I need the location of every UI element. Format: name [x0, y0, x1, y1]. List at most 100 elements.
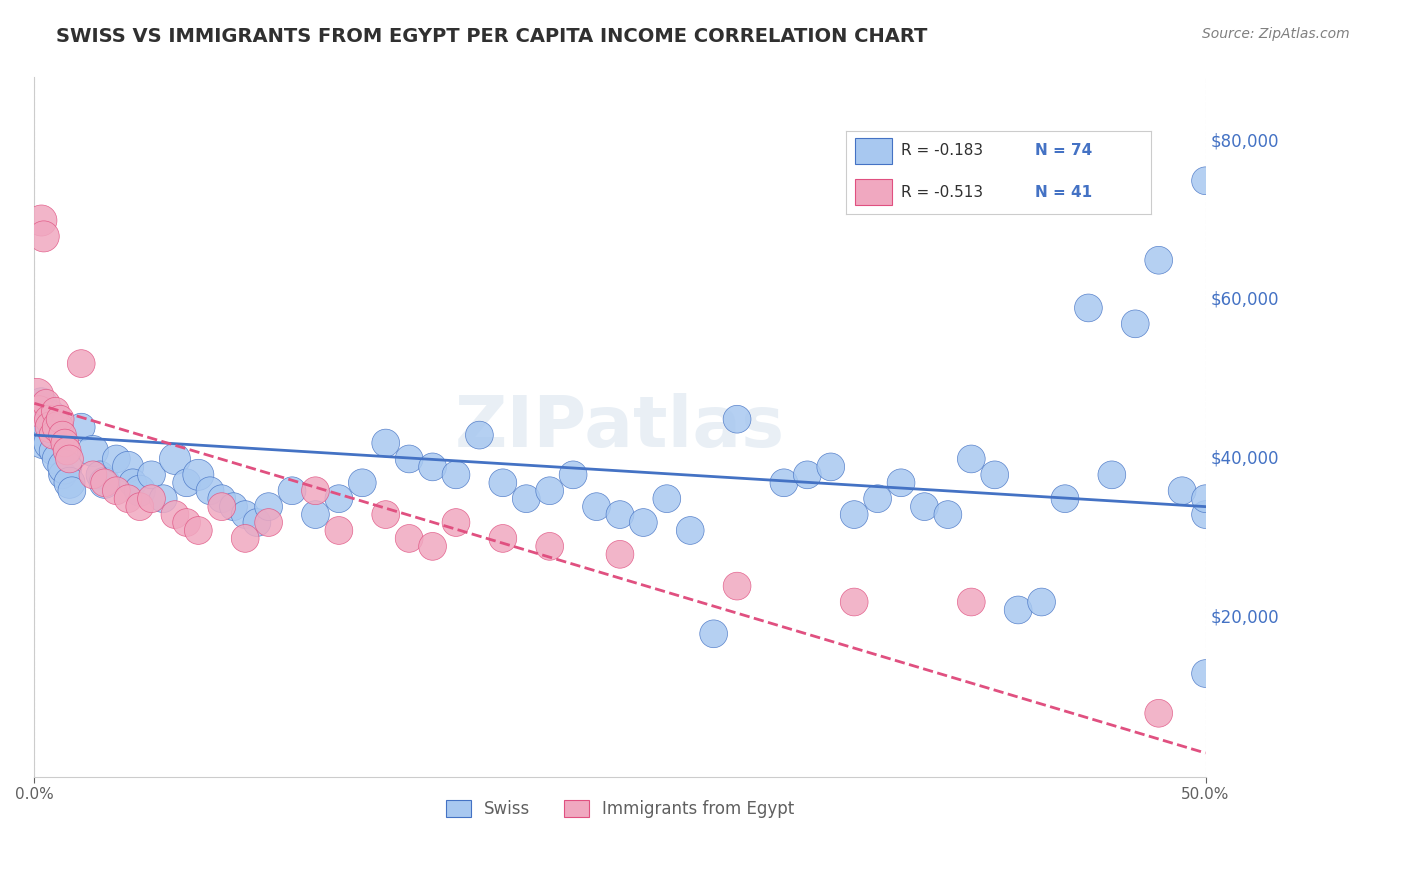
Point: [609, 547, 631, 561]
Point: [257, 500, 280, 514]
Point: [422, 459, 444, 474]
Point: [422, 540, 444, 554]
Point: [141, 491, 163, 506]
Point: [328, 524, 350, 538]
Point: [725, 579, 748, 593]
Point: [515, 491, 537, 506]
Point: [374, 436, 396, 450]
Point: [655, 491, 678, 506]
Point: [538, 483, 561, 498]
Point: [281, 483, 304, 498]
Point: [44, 404, 66, 418]
Point: [820, 459, 842, 474]
Point: [25, 404, 48, 418]
Point: [679, 524, 702, 538]
Point: [609, 508, 631, 522]
Point: [233, 508, 256, 522]
Point: [51, 467, 73, 482]
Point: [70, 357, 93, 371]
Point: [444, 516, 467, 530]
Point: [211, 500, 233, 514]
Point: [121, 475, 143, 490]
Point: [128, 483, 150, 498]
Point: [35, 396, 58, 410]
Text: $40,000: $40,000: [1211, 450, 1278, 468]
Point: [914, 500, 936, 514]
Point: [70, 420, 93, 434]
Point: [1147, 706, 1170, 721]
Point: [37, 412, 59, 426]
Point: [257, 516, 280, 530]
Point: [1194, 491, 1216, 506]
Point: [128, 500, 150, 514]
Point: [398, 532, 420, 546]
Point: [176, 516, 198, 530]
Text: R = -0.513: R = -0.513: [901, 185, 983, 200]
Point: [703, 627, 725, 641]
Point: [30, 396, 52, 410]
Point: [1194, 508, 1216, 522]
Point: [30, 213, 52, 227]
Point: [51, 428, 73, 442]
Point: [1194, 174, 1216, 188]
Point: [890, 475, 912, 490]
Point: [42, 428, 65, 442]
Text: ZIPatlas: ZIPatlas: [456, 392, 785, 462]
Point: [176, 475, 198, 490]
Point: [304, 508, 326, 522]
Point: [960, 452, 983, 467]
Point: [374, 508, 396, 522]
Text: N = 41: N = 41: [1035, 185, 1092, 200]
Point: [492, 475, 515, 490]
Point: [93, 475, 115, 490]
Point: [187, 467, 209, 482]
Point: [1053, 491, 1076, 506]
Point: [42, 444, 65, 458]
Point: [328, 491, 350, 506]
Point: [187, 524, 209, 538]
Point: [1147, 253, 1170, 268]
Point: [633, 516, 655, 530]
Point: [492, 532, 515, 546]
Point: [117, 491, 139, 506]
Point: [35, 428, 58, 442]
Text: SWISS VS IMMIGRANTS FROM EGYPT PER CAPITA INCOME CORRELATION CHART: SWISS VS IMMIGRANTS FROM EGYPT PER CAPIT…: [56, 27, 928, 45]
Point: [866, 491, 889, 506]
Point: [49, 412, 72, 426]
Legend: Swiss, Immigrants from Egypt: Swiss, Immigrants from Egypt: [439, 793, 801, 824]
Text: Source: ZipAtlas.com: Source: ZipAtlas.com: [1202, 27, 1350, 41]
Point: [725, 412, 748, 426]
Point: [246, 516, 269, 530]
Point: [152, 491, 174, 506]
Point: [844, 508, 866, 522]
Point: [82, 444, 104, 458]
Point: [82, 467, 104, 482]
Point: [538, 540, 561, 554]
Point: [58, 452, 80, 467]
Point: [28, 404, 51, 418]
Point: [60, 483, 83, 498]
Point: [936, 508, 959, 522]
Point: [105, 483, 128, 498]
Point: [58, 475, 80, 490]
Point: [796, 467, 818, 482]
Point: [1171, 483, 1194, 498]
Point: [562, 467, 585, 482]
Point: [444, 467, 467, 482]
Point: [25, 388, 48, 402]
Point: [983, 467, 1005, 482]
Text: N = 74: N = 74: [1035, 144, 1092, 159]
Point: [46, 420, 69, 434]
Point: [46, 452, 69, 467]
Point: [53, 436, 76, 450]
Point: [89, 467, 111, 482]
Point: [352, 475, 374, 490]
Point: [398, 452, 420, 467]
Bar: [855, 137, 891, 164]
Point: [1123, 317, 1146, 331]
Point: [53, 459, 76, 474]
Point: [105, 452, 128, 467]
Point: [1194, 666, 1216, 681]
Point: [1101, 467, 1123, 482]
Point: [117, 459, 139, 474]
